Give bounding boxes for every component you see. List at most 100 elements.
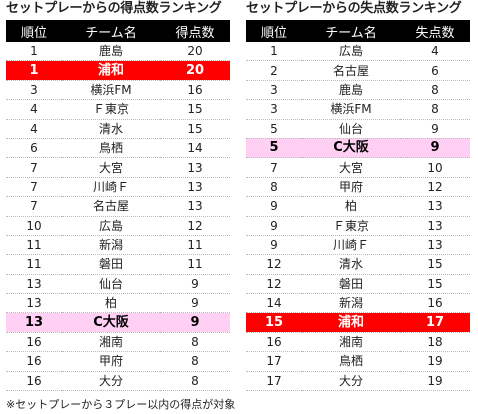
rank-cell: 11 (6, 254, 62, 275)
rank-cell: 12 (246, 254, 302, 275)
value-cell: 14 (160, 138, 230, 159)
team-cell: 広島 (302, 42, 400, 62)
rank-cell: 15 (246, 312, 302, 333)
value-cell: 8 (400, 99, 470, 120)
table-row: 17 鳥栖 19 (246, 351, 470, 372)
team-cell: 大宮 (62, 157, 160, 178)
table-row: 13 柏 9 (6, 293, 230, 314)
value-cell: 9 (160, 274, 230, 295)
rank-cell: 3 (246, 99, 302, 120)
team-cell: 磐田 (62, 254, 160, 275)
rank-cell: 4 (6, 99, 62, 120)
value-cell: 17 (400, 312, 470, 333)
table-row: 6 鳥栖 14 (6, 138, 230, 159)
rank-cell: 3 (246, 80, 302, 101)
team-cell: 湘南 (62, 332, 160, 353)
team-cell: 横浜FM (62, 80, 160, 101)
team-cell: 鳥栖 (62, 138, 160, 159)
table-row: 15 浦和 17 (246, 312, 470, 333)
rank-cell: 7 (6, 177, 62, 198)
table-row: 14 新潟 16 (246, 293, 470, 314)
team-cell: Ｆ東京 (62, 99, 160, 120)
table-row: 3 横浜FM 8 (246, 99, 470, 120)
value-cell: 6 (400, 60, 470, 81)
team-cell: 広島 (62, 216, 160, 236)
table-row: 16 甲府 8 (6, 351, 230, 372)
rank-cell: 1 (246, 42, 302, 62)
team-cell: 浦和 (302, 312, 400, 333)
rank-cell: 6 (6, 138, 62, 159)
rank-cell: 13 (6, 293, 62, 314)
value-cell: 9 (400, 119, 470, 139)
rank-cell: 5 (246, 138, 302, 159)
table-row: 7 川崎Ｆ 13 (6, 177, 230, 198)
rank-cell: 7 (246, 157, 302, 178)
table-row: 4 清水 15 (6, 119, 230, 139)
team-cell: C大阪 (302, 138, 400, 159)
value-cell: 13 (160, 196, 230, 217)
team-cell: 新潟 (302, 293, 400, 314)
table-row: 7 名古屋 13 (6, 196, 230, 217)
value-cell: 8 (160, 371, 230, 392)
table-row: 17 大分 19 (246, 371, 470, 392)
table-row: 16 大分 8 (6, 371, 230, 392)
header-team: チーム名 (62, 20, 160, 42)
value-cell: 8 (400, 80, 470, 101)
header-goals: 得点数 (160, 20, 230, 42)
value-cell: 15 (160, 119, 230, 139)
table-row: 13 仙台 9 (6, 274, 230, 295)
value-cell: 11 (160, 254, 230, 275)
team-cell: 名古屋 (62, 196, 160, 217)
value-cell: 15 (400, 274, 470, 295)
rank-cell: 5 (246, 119, 302, 139)
table-row: 12 清水 15 (246, 254, 470, 275)
rank-cell: 17 (246, 351, 302, 372)
rank-cell: 14 (246, 293, 302, 314)
rank-cell: 13 (6, 312, 62, 333)
rank-cell: 11 (6, 235, 62, 256)
value-cell: 16 (400, 293, 470, 314)
value-cell: 20 (160, 42, 230, 62)
team-cell: 鹿島 (62, 42, 160, 62)
value-cell: 18 (400, 332, 470, 353)
value-cell: 13 (400, 235, 470, 256)
value-cell: 19 (400, 371, 470, 392)
rank-cell: 16 (6, 332, 62, 353)
value-cell: 15 (160, 99, 230, 120)
value-cell: 8 (160, 332, 230, 353)
table-row: 8 甲府 12 (246, 177, 470, 198)
table-row: 11 新潟 11 (6, 235, 230, 256)
team-cell: 鳥栖 (302, 351, 400, 372)
header-rank: 順位 (246, 20, 302, 42)
value-cell: 9 (160, 312, 230, 333)
table-row: 5 仙台 9 (246, 119, 470, 139)
rank-cell: 8 (246, 177, 302, 198)
value-cell: 19 (400, 351, 470, 372)
value-cell: 16 (160, 80, 230, 101)
value-cell: 13 (160, 177, 230, 198)
rank-cell: 2 (246, 60, 302, 81)
team-cell: 清水 (302, 254, 400, 275)
value-cell: 9 (400, 138, 470, 159)
value-cell: 8 (160, 351, 230, 372)
team-cell: 名古屋 (302, 60, 400, 81)
team-cell: 仙台 (62, 274, 160, 295)
rank-cell: 16 (6, 351, 62, 372)
rank-cell: 17 (246, 371, 302, 392)
table-row: 11 磐田 11 (6, 254, 230, 275)
value-cell: 11 (160, 235, 230, 256)
table-row: 7 大宮 13 (6, 157, 230, 178)
rank-cell: 16 (6, 371, 62, 392)
team-cell: 湘南 (302, 332, 400, 353)
team-cell: 川崎Ｆ (302, 235, 400, 256)
conceded-ranking-table: 順位 チーム名 失点数 1 広島 4 2 名古屋 6 3 鹿島 8 3 横浜FM 8 5 仙台 9 5 C大阪 9… (246, 20, 470, 392)
team-cell: 大宮 (302, 157, 400, 178)
table-row: 5 C大阪 9 (246, 138, 470, 159)
rank-cell: 7 (6, 157, 62, 178)
team-cell: 鹿島 (302, 80, 400, 101)
table-row: 2 名古屋 6 (246, 60, 470, 81)
value-cell: 13 (400, 216, 470, 236)
value-cell: 9 (160, 293, 230, 314)
table-row: 9 Ｆ東京 13 (246, 216, 470, 236)
table-row: 1 鹿島 20 (6, 42, 230, 62)
